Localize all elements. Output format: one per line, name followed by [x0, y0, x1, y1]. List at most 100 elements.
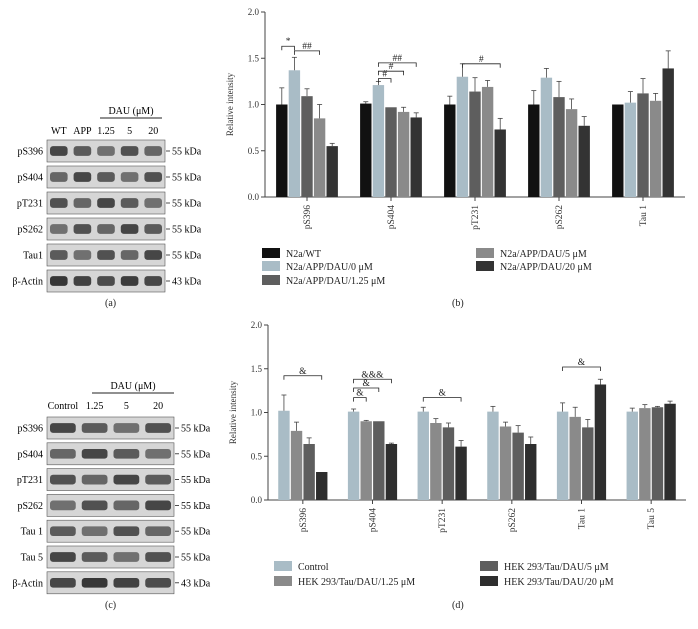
blot-band — [144, 224, 162, 234]
y-tick-label: 0.0 — [251, 495, 263, 505]
blot-band — [97, 250, 115, 260]
blot-strip — [46, 545, 175, 569]
bar — [456, 76, 469, 197]
legend-label: HEK 293/Tau/DAU/1.25 μM — [298, 577, 415, 588]
bar — [512, 432, 524, 500]
western-blot-panel-c: DAU (μM) Control 1.25 5 20 pS396 55 kDa pS404 55… — [12, 381, 211, 595]
significance-bracket — [353, 378, 392, 384]
blot-band — [81, 577, 108, 588]
row-label: pS396 — [17, 147, 43, 158]
legend-label: N2a/APP/DAU/0 μM — [286, 262, 373, 273]
blot-strip — [46, 494, 175, 517]
blot-band — [144, 172, 162, 182]
blot-band — [73, 250, 92, 260]
significance-bracket — [353, 387, 380, 392]
lane-label: APP — [73, 126, 92, 137]
kda-label: 55 kDa — [181, 553, 211, 564]
lane-label: 1.25 — [97, 126, 115, 137]
kda-label: 55 kDa — [181, 424, 211, 435]
significance-bracket — [378, 78, 392, 83]
blot-band — [81, 552, 108, 562]
significance-bracket — [462, 63, 501, 68]
bar — [525, 444, 537, 500]
bar — [417, 411, 429, 500]
blot-band — [73, 172, 92, 182]
x-category-label: pT231 — [438, 508, 448, 533]
bar — [301, 96, 313, 197]
bar — [397, 111, 410, 197]
bar-chart-panel-d: 0.0 0.5 1.0 1.5 2.0 Relative intensity pS396 pS… — [228, 320, 686, 588]
significance-label: & — [578, 358, 586, 368]
blot-band — [144, 198, 162, 208]
x-category-label: pT231 — [471, 205, 481, 230]
bar — [487, 411, 499, 500]
blot-band — [120, 250, 139, 260]
blot-strip — [46, 519, 175, 543]
blot-band — [73, 146, 92, 156]
x-category-label: Tau 1 — [639, 205, 649, 226]
significance-bracket — [562, 366, 601, 371]
y-tick-label: 1.5 — [251, 364, 263, 374]
bar — [565, 109, 578, 197]
bar — [494, 129, 506, 197]
kda-label: 55 kDa — [172, 225, 202, 236]
significance-label: & — [438, 389, 446, 399]
significance-bracket — [353, 397, 367, 402]
blot-band — [73, 224, 92, 234]
y-tick-label: 0.5 — [248, 146, 260, 156]
bar — [649, 100, 662, 197]
blot-band — [81, 474, 108, 485]
bar — [528, 104, 540, 197]
bar — [639, 408, 651, 500]
bar — [556, 411, 569, 500]
blot-band — [50, 276, 68, 286]
blot-band — [120, 224, 139, 234]
bar — [385, 444, 398, 500]
significance-label: ## — [393, 54, 403, 64]
x-category-label: pS396 — [299, 508, 309, 533]
blot-band — [50, 172, 68, 182]
blot-band — [145, 577, 171, 588]
bar — [664, 403, 676, 500]
blot-band — [50, 474, 76, 485]
kda-label: 55 kDa — [172, 199, 202, 210]
legend-swatch — [262, 261, 280, 271]
significance-label: * — [286, 37, 291, 47]
bar — [313, 118, 326, 197]
blot-band — [50, 250, 68, 260]
row-label: pS396 — [17, 424, 43, 435]
legend-swatch — [262, 248, 280, 258]
blot-band — [113, 448, 140, 459]
kda-label: 43 kDa — [181, 578, 211, 589]
y-axis-label: Relative intensity — [228, 380, 238, 444]
panel-label-d: (d) — [452, 600, 464, 611]
kda-label: 55 kDa — [172, 147, 202, 158]
blot-strip — [46, 442, 175, 466]
blot-strip — [46, 571, 175, 595]
blot-band — [145, 500, 171, 511]
significance-bracket — [378, 70, 404, 76]
bar — [316, 472, 328, 500]
blot-band — [145, 423, 171, 433]
blot-band — [113, 500, 140, 511]
row-label: pS262 — [17, 501, 43, 512]
blot-band — [50, 526, 76, 537]
row-label: pS404 — [17, 173, 43, 184]
lane-label: 20 — [153, 401, 163, 412]
legend-swatch — [480, 561, 498, 571]
blot-band — [50, 577, 76, 588]
bar — [662, 68, 674, 197]
y-tick-label: 2.0 — [251, 320, 263, 330]
blot-band — [97, 276, 115, 286]
panel-label-b: (b) — [452, 298, 464, 309]
blot-band — [145, 552, 171, 562]
blot-band — [113, 552, 140, 562]
bar — [540, 77, 553, 197]
blot-band — [50, 224, 68, 234]
lane-label: Control — [48, 401, 79, 412]
legend-label: N2a/APP/DAU/1.25 μM — [286, 276, 385, 287]
bar — [637, 93, 649, 197]
significance-label: # — [382, 70, 387, 80]
kda-label: 55 kDa — [181, 527, 211, 538]
bar — [444, 104, 456, 197]
